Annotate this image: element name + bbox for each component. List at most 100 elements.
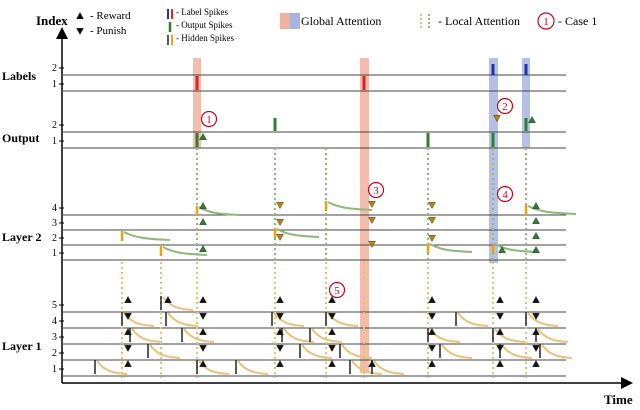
layer1-marker [496,296,504,303]
layer1-membrane-trace [96,360,128,375]
row-index-label: 1 [52,248,57,259]
layer1-membrane-trace [301,344,333,359]
layer1-membrane-trace [237,360,269,375]
layer1-marker [496,345,504,352]
layer1-marker [276,345,284,352]
layer1-marker [328,313,336,320]
row-index-label: 3 [52,332,57,343]
layer1-membrane-trace [311,328,343,343]
punish-marker [368,201,376,208]
layer1-membrane-trace [373,360,405,375]
layer1-membrane-trace [162,296,194,311]
layer1-marker [199,328,207,335]
case-legend-circle [537,12,555,30]
layer1-marker [276,328,284,335]
case-marker-circle [200,110,218,128]
case-marker-circle [496,185,514,203]
y-axis-title: Index [36,13,68,28]
layer1-marker [276,296,284,303]
layer1-marker [368,360,376,367]
punish-marker [276,202,284,209]
layer2-membrane-trace [527,205,577,215]
case-marker-number: 4 [502,189,508,201]
layer1-marker [328,345,336,352]
layer1-membrane-trace [183,328,215,343]
punish-marker [276,234,284,241]
layer1-marker [124,328,132,335]
row-index-label: 4 [52,316,57,327]
layer1-marker [199,345,207,352]
punish-marker [493,115,501,122]
reward-marker [532,202,540,209]
hidden-spikes-legend: - Hidden Spikes [176,33,234,43]
layer2-membrane-trace [276,228,320,238]
layer1-marker [124,360,132,367]
global-attention-band [489,58,498,263]
layer1-marker [496,328,504,335]
layer1-membrane-trace [273,312,305,327]
layer1-membrane-trace [441,344,473,359]
layer1-marker [276,360,284,367]
row-index-label: 2 [52,348,57,359]
row-index-label: 1 [52,364,57,375]
row-index-label: 2 [52,233,57,244]
global-attention-band [522,58,530,148]
case-marker-number: 3 [373,185,379,197]
layer1-membrane-trace [351,360,383,375]
output-spikes-legend: - Output Spikes [176,20,233,30]
layer1-marker [124,296,132,303]
punish-marker [428,235,436,242]
layer1-marker [328,296,336,303]
punish-marker [368,217,376,224]
layer1-marker [428,313,436,320]
layer1-marker [428,328,436,335]
local-attention-legend: - Local Attention [438,14,520,28]
layer1-marker [532,313,540,320]
reward-marker [498,246,506,253]
layer1-marker [199,313,207,320]
layer2-title: Layer 2 [2,230,41,244]
row-index-label: 1 [52,136,57,147]
layer1-title: Layer 1 [2,339,41,353]
layer2-membrane-trace [494,243,538,253]
layer1-marker [496,360,504,367]
global-attention-band [193,58,201,148]
case-marker-circle [496,97,514,115]
layer1-marker [276,313,284,320]
case-marker-circle [367,181,385,199]
layer1-marker [428,360,436,367]
layer1-membrane-trace [537,328,569,343]
reward-marker [528,116,536,123]
layer1-membrane-trace [527,312,559,327]
layer1-membrane-trace [198,360,230,375]
layer1-marker [428,345,436,352]
layer1-marker [532,296,540,303]
reward-marker [199,133,207,140]
layer1-membrane-trace [341,344,373,359]
layer1-membrane-trace [457,312,489,327]
layer2-membrane-trace [327,201,373,211]
layer1-marker [496,313,504,320]
layer1-membrane-trace [541,344,573,359]
global-attention-legend-swatch [290,13,300,29]
punish-marker [428,217,436,224]
layer1-marker [532,328,540,335]
global-attention-legend: - Global Attention [294,14,381,28]
layer1-membrane-trace [167,312,199,327]
layer1-membrane-trace [131,328,163,343]
global-attention-legend-swatch [280,13,290,29]
case-marker-circle [328,281,346,299]
layer1-marker [328,360,336,367]
layer1-marker [532,345,540,352]
reward-marker [199,218,207,225]
label-spikes-legend: - Label Spikes [176,7,228,17]
case-legend-number: 1 [543,16,549,28]
layer1-membrane-trace [494,328,526,343]
case-marker-number: 5 [334,285,340,297]
layer1-membrane-trace [501,344,533,359]
case-marker-number: 2 [502,101,508,113]
layer1-membrane-trace [429,328,461,343]
row-index-label: 4 [52,203,57,214]
